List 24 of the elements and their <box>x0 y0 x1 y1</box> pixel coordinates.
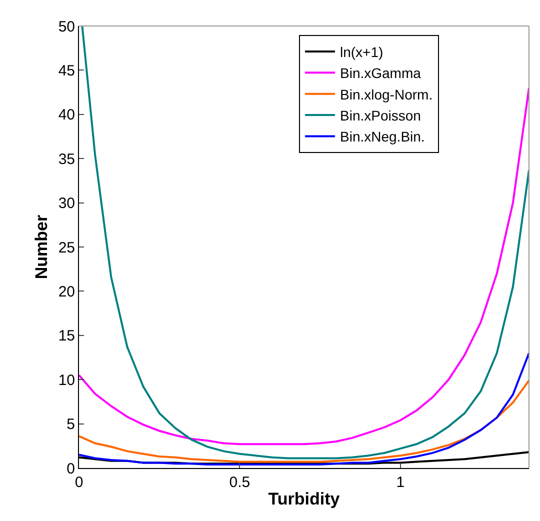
y-tick-label: 5 <box>66 416 75 434</box>
y-tick-label: 45 <box>58 62 75 80</box>
legend-label: Bin.xlog-Norm. <box>340 86 433 102</box>
y-axis-title: Number <box>32 214 51 280</box>
x-tick-label: 1 <box>396 474 405 491</box>
y-tick-label: 35 <box>58 150 75 168</box>
line-series <box>81 26 529 460</box>
y-tick-label: 40 <box>58 106 75 124</box>
y-tick-label: 20 <box>58 283 75 300</box>
y-tick-label: 25 <box>58 239 75 256</box>
legend-label: Bin.xPoisson <box>340 108 421 124</box>
y-tick-label: 50 <box>58 18 75 36</box>
line-series <box>79 86 529 446</box>
y-tick-label: 15 <box>58 328 75 345</box>
x-tick-label: 0.5 <box>229 474 250 491</box>
y-tick-label: 10 <box>58 372 75 389</box>
legend-label: ln(x+1) <box>340 44 384 60</box>
legend-label: Bin.xNeg.Bin. <box>340 128 425 145</box>
legend-label: Bin.xGamma <box>340 65 422 82</box>
line-series <box>79 379 529 463</box>
x-axis-title: Turbidity <box>268 489 340 508</box>
line-series <box>79 352 529 466</box>
y-tick-label: 0 <box>66 460 75 478</box>
y-tick-label: 30 <box>58 195 75 212</box>
